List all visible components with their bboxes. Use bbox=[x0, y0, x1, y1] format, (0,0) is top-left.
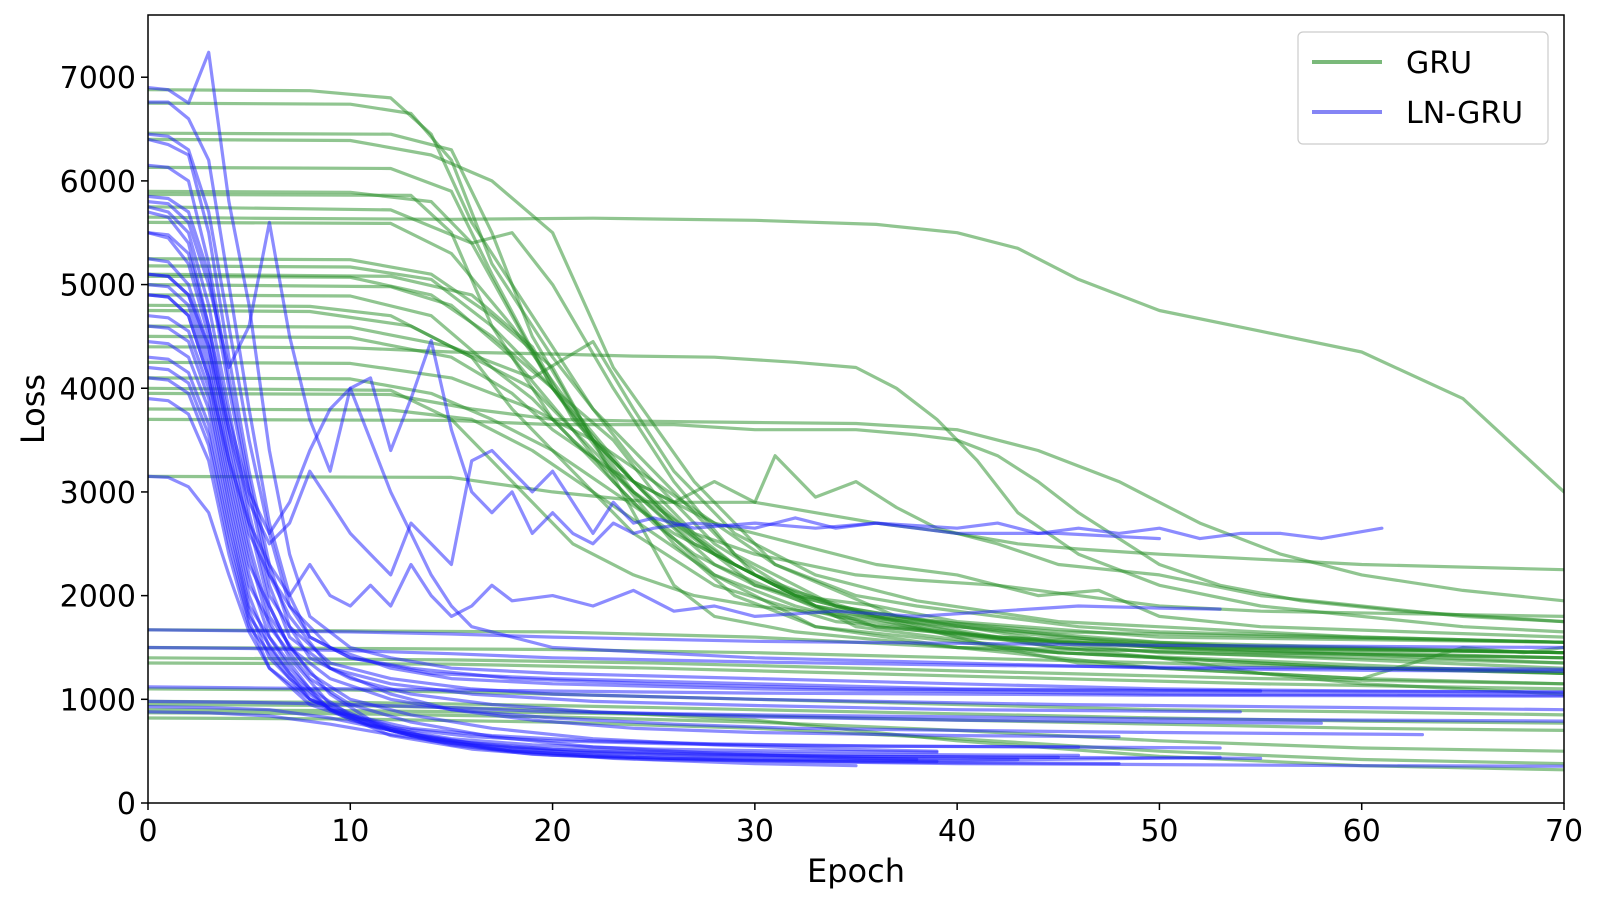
x-tick-label: 50 bbox=[1140, 814, 1178, 849]
ln-gru-series-line-56 bbox=[148, 376, 939, 754]
gru-series-line-26 bbox=[148, 656, 1564, 686]
ln-gru-series-line-59 bbox=[148, 200, 1564, 673]
x-tick-label: 40 bbox=[938, 814, 976, 849]
gru-series-line-27 bbox=[148, 661, 1564, 691]
y-tick-label: 7000 bbox=[60, 61, 136, 96]
y-tick-label: 4000 bbox=[60, 372, 136, 407]
ln-gru-series-line-66 bbox=[148, 699, 1564, 723]
ln-gru-series-line-43 bbox=[148, 194, 1242, 714]
y-tick-label: 1000 bbox=[60, 683, 136, 718]
x-axis-title: Epoch bbox=[807, 852, 905, 890]
y-axis-title: Loss bbox=[14, 374, 52, 444]
ln-gru-series-line-63 bbox=[148, 628, 1564, 650]
ln-gru-series-line-67 bbox=[148, 705, 1263, 760]
gru-series-line-20 bbox=[148, 391, 1564, 603]
x-tick-label: 20 bbox=[533, 814, 571, 849]
gru-series-line-11 bbox=[148, 272, 1564, 624]
gru-series-line-23 bbox=[148, 474, 1564, 572]
y-tick-label: 3000 bbox=[60, 476, 136, 511]
ln-gru-series-line-46 bbox=[148, 231, 1121, 739]
y-tick-label: 2000 bbox=[60, 580, 136, 615]
legend-label: LN-GRU bbox=[1406, 96, 1523, 131]
x-tick-label: 60 bbox=[1343, 814, 1381, 849]
gru-series-line-5 bbox=[148, 192, 1564, 675]
ln-gru-series-line-65 bbox=[148, 685, 1564, 698]
ln-gru-series-line-62 bbox=[148, 293, 1222, 618]
gru-series-line-17 bbox=[148, 345, 1564, 634]
series-lines bbox=[148, 50, 1564, 772]
x-tick-label: 10 bbox=[331, 814, 369, 849]
y-tick-label: 6000 bbox=[60, 165, 136, 200]
legend-label: GRU bbox=[1406, 46, 1472, 81]
ln-gru-series-line-58 bbox=[148, 474, 1081, 749]
gru-series-line-22 bbox=[148, 417, 1564, 624]
ln-gru-series-line-60 bbox=[148, 231, 1384, 546]
ln-gru-series-line-64 bbox=[148, 645, 1564, 671]
x-tick-label: 70 bbox=[1545, 814, 1583, 849]
ln-gru-series-line-68 bbox=[148, 710, 1020, 762]
gru-series-line-16 bbox=[148, 334, 1564, 639]
y-tick-label: 0 bbox=[117, 787, 136, 822]
gru-series-line-7 bbox=[148, 215, 1564, 494]
x-tick-label: 0 bbox=[138, 814, 157, 849]
legend: GRU LN-GRU bbox=[1297, 31, 1549, 145]
ln-gru-series-line-42 bbox=[148, 163, 1263, 693]
x-tick-label: 30 bbox=[736, 814, 774, 849]
gru-series-line-18 bbox=[148, 360, 1564, 644]
y-tick-label: 5000 bbox=[60, 269, 136, 304]
gru-series-line-12 bbox=[148, 283, 1564, 618]
ln-gru-series-line-45 bbox=[148, 210, 1424, 737]
gru-series-line-2 bbox=[148, 131, 1564, 665]
gru-series-line-37 bbox=[148, 274, 1564, 696]
ln-gru-series-line-61 bbox=[148, 272, 1161, 577]
gru-series-line-36 bbox=[148, 303, 1564, 681]
plot-frame bbox=[147, 14, 1565, 804]
axis-ticks: 0 10 20 30 40 50 60 70 0 1000 2000 3000 4000 5000 6000… bbox=[60, 61, 1583, 849]
